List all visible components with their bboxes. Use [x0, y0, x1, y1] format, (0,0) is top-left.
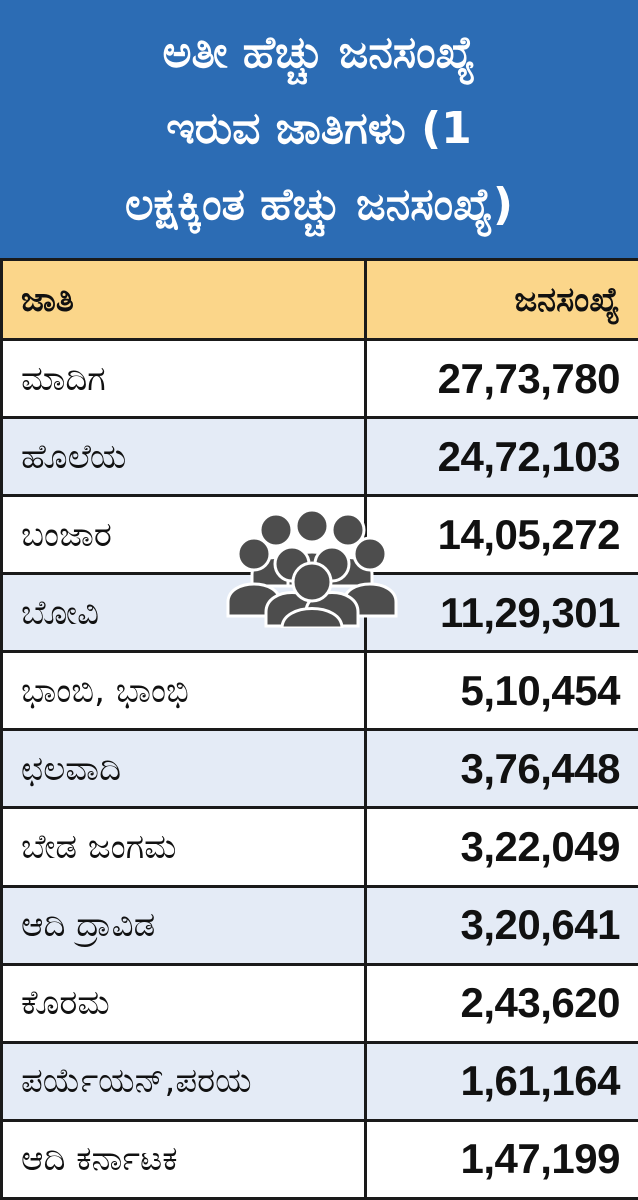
population-value: 27,73,780	[364, 337, 638, 420]
population-value: 1,47,199	[364, 1118, 638, 1200]
table-header-row: ಜಾತಿ ಜನಸಂಖ್ಯೆ	[0, 258, 638, 341]
caste-name: ಕೊರಮ	[0, 962, 367, 1044]
table-row: ಭಾಂಬಿ, ಭಾಂಭಿ 5,10,454	[0, 650, 638, 732]
population-value: 1,61,164	[364, 1040, 638, 1122]
population-value: 3,76,448	[364, 728, 638, 810]
table-row: ಆದಿ ದ್ರಾವಿಡ 3,20,641	[0, 884, 638, 966]
table-row: ಬೇಡ ಜಂಗಮ 3,22,049	[0, 806, 638, 888]
caste-name: ಛಲವಾದಿ	[0, 728, 367, 810]
table-row: ಆದಿ ಕರ್ನಾಟಕ 1,47,199	[0, 1118, 638, 1200]
caste-name: ಹೊಲೆಯ	[0, 416, 367, 498]
header-population: ಜನಸಂಖ್ಯೆ	[364, 258, 638, 341]
caste-name: ಬೋವಿ	[0, 572, 367, 654]
title-line-2: ಇರುವ ಜಾತಿಗಳು (1	[166, 103, 472, 154]
population-value: 24,72,103	[364, 416, 638, 498]
caste-name: ಮಾದಿಗ	[0, 337, 367, 420]
table-row: ಬಂಜಾರ 14,05,272	[0, 494, 638, 576]
population-value: 3,20,641	[364, 884, 638, 966]
table-row: ಪರ್ಯೆಯನ್,ಪರಯ 1,61,164	[0, 1040, 638, 1122]
population-value: 2,43,620	[364, 962, 638, 1044]
population-value: 3,22,049	[364, 806, 638, 888]
caste-name: ಬಂಜಾರ	[0, 494, 367, 576]
table-row: ಮಾದಿಗ 27,73,780	[0, 337, 638, 420]
population-value: 11,29,301	[364, 572, 638, 654]
table-row: ಹೊಲೆಯ 24,72,103	[0, 416, 638, 498]
title-line-1: ಅತೀ ಹೆಚ್ಚು ಜನಸಂಖ್ಯೆ	[162, 27, 476, 78]
caste-name: ಆದಿ ಕರ್ನಾಟಕ	[0, 1118, 367, 1200]
caste-population-table: ಜಾತಿ ಜನಸಂಖ್ಯೆ ಮಾದಿಗ 27,73,780 ಹೊಲೆಯ 24,7…	[0, 258, 638, 1200]
caste-name: ಭಾಂಬಿ, ಭಾಂಭಿ	[0, 650, 367, 732]
table-row: ಕೊರಮ 2,43,620	[0, 962, 638, 1044]
caste-name: ಪರ್ಯೆಯನ್,ಪರಯ	[0, 1040, 367, 1122]
title-banner: ಅತೀ ಹೆಚ್ಚು ಜನಸಂಖ್ಯೆ ಇರುವ ಜಾತಿಗಳು (1 ಲಕ್ಷ…	[0, 0, 638, 258]
caste-name: ಬೇಡ ಜಂಗಮ	[0, 806, 367, 888]
header-caste: ಜಾತಿ	[0, 258, 367, 341]
table-row: ಛಲವಾದಿ 3,76,448	[0, 728, 638, 810]
caste-name: ಆದಿ ದ್ರಾವಿಡ	[0, 884, 367, 966]
table-row: ಬೋವಿ 11,29,301	[0, 572, 638, 654]
population-value: 14,05,272	[364, 494, 638, 576]
title-line-3: ಲಕ್ಷಕ್ಕಿಂತ ಹೆಚ್ಚು ಜನಸಂಖ್ಯೆ)	[124, 179, 514, 230]
population-value: 5,10,454	[364, 650, 638, 732]
